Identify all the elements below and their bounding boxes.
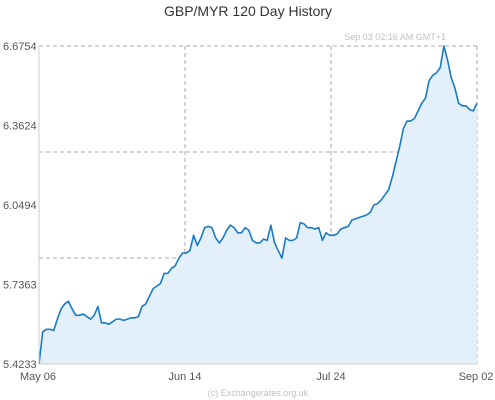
y-tick-label: 6.6754 bbox=[3, 41, 37, 53]
timestamp-label: Sep 03 02:16 AM GMT+1 bbox=[344, 32, 446, 42]
y-tick-label: 5.4233 bbox=[3, 359, 37, 371]
credit-label: (c) Exchangerates.org.uk bbox=[208, 388, 309, 398]
x-tick-label: Jun 14 bbox=[168, 371, 201, 383]
y-tick-label: 6.3624 bbox=[3, 121, 37, 133]
area-fill bbox=[39, 46, 477, 364]
chart-title: GBP/MYR 120 Day History bbox=[164, 3, 332, 19]
y-tick-label: 5.7363 bbox=[3, 280, 37, 292]
x-tick-label: Jul 24 bbox=[316, 371, 345, 383]
y-tick-label: 6.0494 bbox=[3, 200, 37, 212]
series-line bbox=[38, 45, 478, 365]
axes bbox=[38, 46, 477, 365]
x-tick-label: Sep 02 bbox=[459, 371, 494, 383]
x-tick-label: May 06 bbox=[20, 371, 56, 383]
